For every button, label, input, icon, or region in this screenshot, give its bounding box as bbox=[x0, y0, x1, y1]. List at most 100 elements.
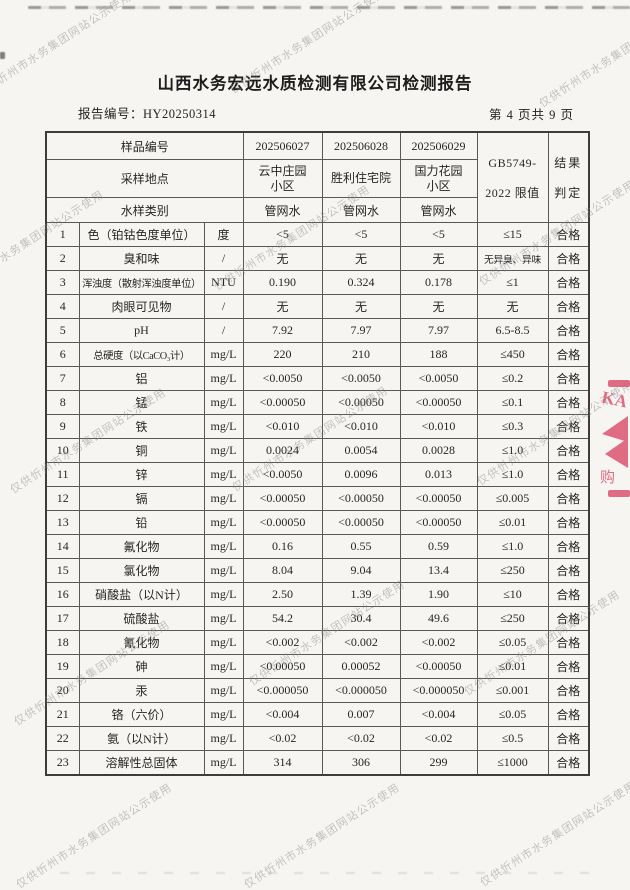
cell-sample3-value: <5 bbox=[399, 222, 478, 247]
cell-sample2-value: 1.39 bbox=[321, 582, 401, 607]
cell-sample1-value: 0.0024 bbox=[242, 438, 323, 463]
cell-unit: mg/L bbox=[203, 366, 244, 391]
cell-row-number: 19 bbox=[45, 654, 80, 679]
cell-sample1-value: 220 bbox=[242, 342, 323, 367]
cell-unit: mg/L bbox=[203, 630, 244, 655]
cell-sample3-value: 1.90 bbox=[399, 582, 478, 607]
cell-result: 合格 bbox=[547, 342, 590, 367]
cell-row-number: 20 bbox=[45, 678, 80, 703]
cell-sample2-value: 0.0096 bbox=[321, 462, 401, 487]
cell-unit: mg/L bbox=[203, 750, 244, 775]
water-type-2: 管网水 bbox=[321, 197, 401, 223]
water-type-label: 水样类别 bbox=[45, 197, 244, 223]
cell-row-number: 3 bbox=[45, 270, 80, 295]
cell-sample2-value: 210 bbox=[321, 342, 401, 367]
parameter-row: 19 砷 mg/L <0.00050 0.00052 <0.00050 ≤0.01 合格 bbox=[45, 654, 590, 679]
cell-parameter-name: pH bbox=[78, 318, 205, 343]
cell-sample1-value: 54.2 bbox=[242, 606, 323, 631]
cell-result: 合格 bbox=[547, 630, 590, 655]
parameter-row: 3 浑浊度（散射浑浊度单位） NTU 0.190 0.324 0.178 ≤1 合格 bbox=[45, 270, 590, 295]
cell-result: 合格 bbox=[547, 510, 590, 535]
cell-unit: mg/L bbox=[203, 606, 244, 631]
cell-row-number: 1 bbox=[45, 222, 80, 247]
cell-result: 合格 bbox=[547, 318, 590, 343]
cell-sample1-value: 2.50 bbox=[242, 582, 323, 607]
parameter-row: 1 色（铂钴色度单位）度 <5 <5 <5 ≤15 合格 bbox=[45, 222, 590, 247]
parameter-row: 10 铜 mg/L 0.0024 0.0054 0.0028 ≤1.0 合格 bbox=[45, 438, 590, 463]
cell-parameter-name: 锌 bbox=[78, 462, 205, 487]
seal-bar-top bbox=[608, 380, 630, 387]
cell-limit: ≤1.0 bbox=[476, 534, 549, 559]
cell-parameter-name: 铬（六价） bbox=[78, 702, 205, 727]
parameter-row: 9 铁 mg/L <0.010 <0.010 <0.010 ≤0.3 合格 bbox=[45, 414, 590, 439]
cell-sample2-value: <0.000050 bbox=[321, 678, 401, 703]
cell-sample2-value: 0.0054 bbox=[321, 438, 401, 463]
cell-limit: 无异臭、异味 bbox=[476, 246, 549, 271]
cell-sample3-value: <0.00050 bbox=[399, 510, 478, 535]
cell-result: 合格 bbox=[547, 270, 590, 295]
water-quality-table: 样品编号 202506027 202506028 202506029 GB574… bbox=[45, 131, 591, 776]
cell-result: 合格 bbox=[547, 702, 590, 727]
cell-unit: mg/L bbox=[203, 702, 244, 727]
cell-result: 合格 bbox=[547, 606, 590, 631]
cell-row-number: 7 bbox=[45, 366, 80, 391]
parameter-row: 11 锌 mg/L <0.0050 0.0096 0.013 ≤1.0 合格 bbox=[45, 462, 590, 487]
cell-limit: ≤1.0 bbox=[476, 462, 549, 487]
cell-sample1-value: <0.00050 bbox=[242, 390, 323, 415]
parameter-row: 12 镉 mg/L <0.00050 <0.00050 <0.00050 ≤0.005 合格 bbox=[45, 486, 590, 511]
cell-row-number: 6 bbox=[45, 342, 80, 367]
cell-unit: NTU bbox=[203, 270, 244, 295]
cell-row-number: 14 bbox=[45, 534, 80, 559]
cell-sample2-value: <0.010 bbox=[321, 414, 401, 439]
cell-sample2-value: <0.002 bbox=[321, 630, 401, 655]
cell-row-number: 22 bbox=[45, 726, 80, 751]
cell-limit: ≤15 bbox=[476, 222, 549, 247]
cell-unit: / bbox=[203, 294, 244, 319]
cell-sample1-value: 无 bbox=[242, 294, 323, 319]
cell-sample2-value: 306 bbox=[321, 750, 401, 775]
cell-parameter-name: 硝酸盐（以N计） bbox=[78, 582, 205, 607]
report-number: 报告编号：HY20250314 bbox=[78, 107, 217, 121]
cell-unit: mg/L bbox=[203, 486, 244, 511]
cell-sample1-value: <0.002 bbox=[242, 630, 323, 655]
cell-parameter-name: 铅 bbox=[78, 510, 205, 535]
parameter-row: 13 铅 mg/L <0.00050 <0.00050 <0.00050 ≤0.01 合格 bbox=[45, 510, 590, 535]
cell-parameter-name: 铁 bbox=[78, 414, 205, 439]
table-body: 1 色（铂钴色度单位）度 <5 <5 <5 ≤15 合格 2 臭和味 / 无无无无异臭、异味 合格 3 浑… bbox=[45, 222, 590, 775]
seal-shape-upper bbox=[602, 416, 628, 442]
cell-parameter-name: 汞 bbox=[78, 678, 205, 703]
cell-unit: mg/L bbox=[203, 558, 244, 583]
sample-id-2: 202506028 bbox=[321, 131, 401, 160]
cell-row-number: 4 bbox=[45, 294, 80, 319]
cell-sample2-value: <0.00050 bbox=[321, 486, 401, 511]
cell-limit: ≤1000 bbox=[476, 750, 549, 775]
cell-parameter-name: 溶解性总固体 bbox=[78, 750, 205, 775]
cell-sample2-value: 0.00052 bbox=[321, 654, 401, 679]
cell-result: 合格 bbox=[547, 246, 590, 271]
cell-sample3-value: 0.0028 bbox=[399, 438, 478, 463]
cell-limit: ≤0.001 bbox=[476, 678, 549, 703]
cell-result: 合格 bbox=[547, 582, 590, 607]
cell-sample1-value: 7.92 bbox=[242, 318, 323, 343]
cell-parameter-name: 氰化物 bbox=[78, 630, 205, 655]
cell-sample1-value: <5 bbox=[242, 222, 323, 247]
cell-sample1-value: <0.004 bbox=[242, 702, 323, 727]
cell-result: 合格 bbox=[547, 294, 590, 319]
scan-artifact-top-streak bbox=[28, 6, 630, 9]
parameter-row: 15 氯化物 mg/L 8.04 9.04 13.4 ≤250 合格 bbox=[45, 558, 590, 583]
cell-result: 合格 bbox=[547, 390, 590, 415]
cell-result: 合格 bbox=[547, 558, 590, 583]
cell-sample2-value: 无 bbox=[321, 246, 401, 271]
cell-sample3-value: 188 bbox=[399, 342, 478, 367]
location-label: 采样地点 bbox=[45, 159, 244, 198]
cell-row-number: 18 bbox=[45, 630, 80, 655]
parameter-row: 16 硝酸盐（以N计） mg/L 2.50 1.39 1.90 ≤10 合格 bbox=[45, 582, 590, 607]
cell-parameter-name: 硫酸盐 bbox=[78, 606, 205, 631]
cell-parameter-name: 锰 bbox=[78, 390, 205, 415]
cell-parameter-name: 氨（以N计） bbox=[78, 726, 205, 751]
sample-id-1: 202506027 bbox=[242, 131, 323, 160]
cell-row-number: 16 bbox=[45, 582, 80, 607]
cell-sample1-value: 0.16 bbox=[242, 534, 323, 559]
cell-result: 合格 bbox=[547, 750, 590, 775]
